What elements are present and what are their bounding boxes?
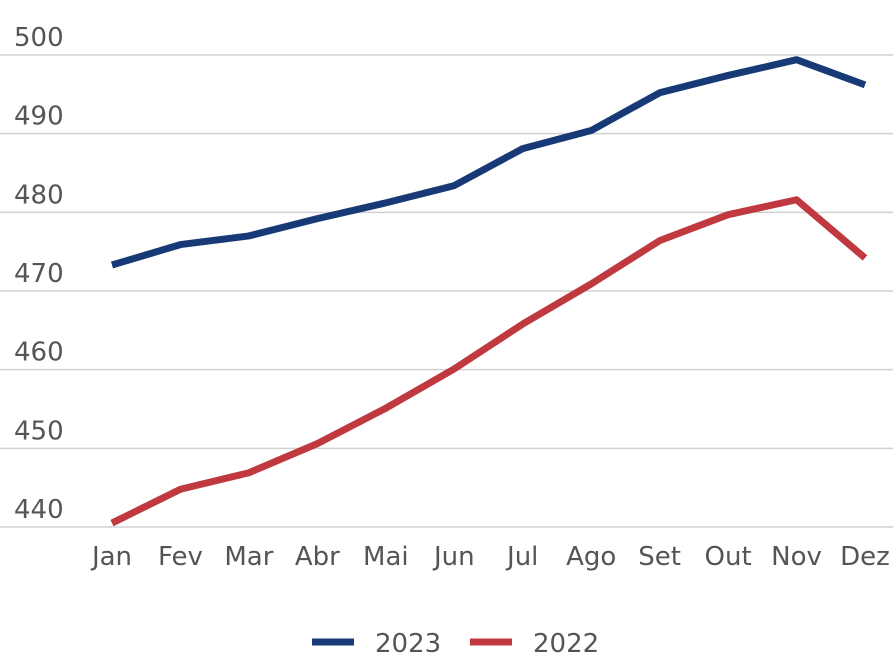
x-tick-label: Out	[705, 542, 752, 572]
y-tick-label: 470	[14, 259, 64, 289]
y-tick-label: 480	[14, 180, 64, 210]
x-tick-label: Dez	[840, 542, 890, 572]
x-tick-label: Set	[638, 542, 681, 572]
x-tick-label: Mar	[224, 542, 273, 572]
x-tick-label: Mai	[363, 542, 409, 572]
x-tick-label: Nov	[771, 542, 822, 572]
y-tick-label: 500	[14, 23, 64, 53]
x-tick-label: Jan	[90, 542, 132, 572]
y-tick-label: 460	[14, 338, 64, 368]
y-tick-label: 450	[14, 416, 64, 446]
series-line	[110, 56, 867, 269]
legend-label: 2022	[533, 629, 599, 656]
x-tick-label: Ago	[566, 542, 616, 572]
x-tick-label: Jul	[505, 542, 538, 572]
x-tick-label: Fev	[158, 542, 203, 572]
x-tick-label: Abr	[295, 542, 340, 572]
y-tick-label: 490	[14, 102, 64, 132]
legend-label: 2023	[375, 629, 441, 656]
x-tick-label: Jun	[432, 542, 475, 572]
series-line	[110, 196, 868, 527]
y-tick-label: 440	[14, 495, 64, 525]
